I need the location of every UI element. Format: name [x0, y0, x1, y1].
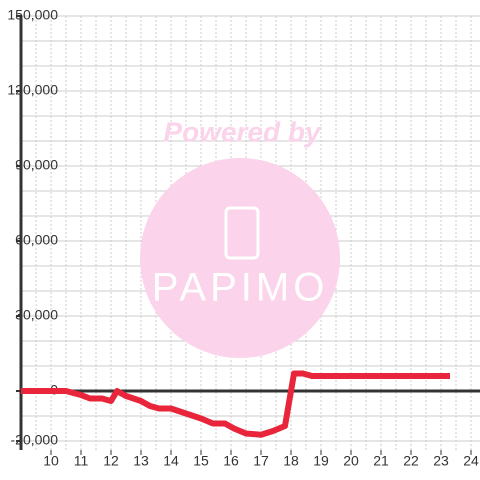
y-tick-label: 60,000: [15, 232, 58, 248]
x-tick-label: 19: [313, 453, 329, 469]
x-tick-label: 16: [223, 453, 239, 469]
x-tick-label: 14: [163, 453, 179, 469]
x-tick-label: 23: [433, 453, 449, 469]
x-tick-label: 11: [74, 453, 89, 469]
y-tick-label: 30,000: [15, 307, 58, 323]
x-tick-label: 17: [253, 453, 269, 469]
x-tick-label: 24: [463, 453, 479, 469]
x-tick-label: 22: [403, 453, 419, 469]
watermark: Powered by PAPIMO: [140, 116, 340, 358]
x-tick-label: 13: [133, 453, 149, 469]
x-tick-label: 10: [43, 453, 59, 469]
plot: -20,000030,00060,00090,000120,000150,000…: [7, 7, 480, 469]
y-tick-label: 150,000: [7, 7, 58, 23]
x-tick-label: 15: [193, 453, 209, 469]
x-tick-label: 18: [283, 453, 299, 469]
y-tick-label: 120,000: [7, 82, 58, 98]
x-tick-label: 21: [373, 453, 389, 469]
watermark-logo: PAPIMO: [152, 266, 329, 310]
x-tick-label: 12: [103, 453, 119, 469]
watermark-text: Powered by: [163, 116, 322, 147]
watermark-phone: [224, 206, 260, 260]
x-tick-label: 20: [343, 453, 359, 469]
data-line: [21, 370, 450, 438]
y-tick-label: 90,000: [15, 157, 58, 173]
y-tick-label: -20,000: [11, 432, 59, 448]
